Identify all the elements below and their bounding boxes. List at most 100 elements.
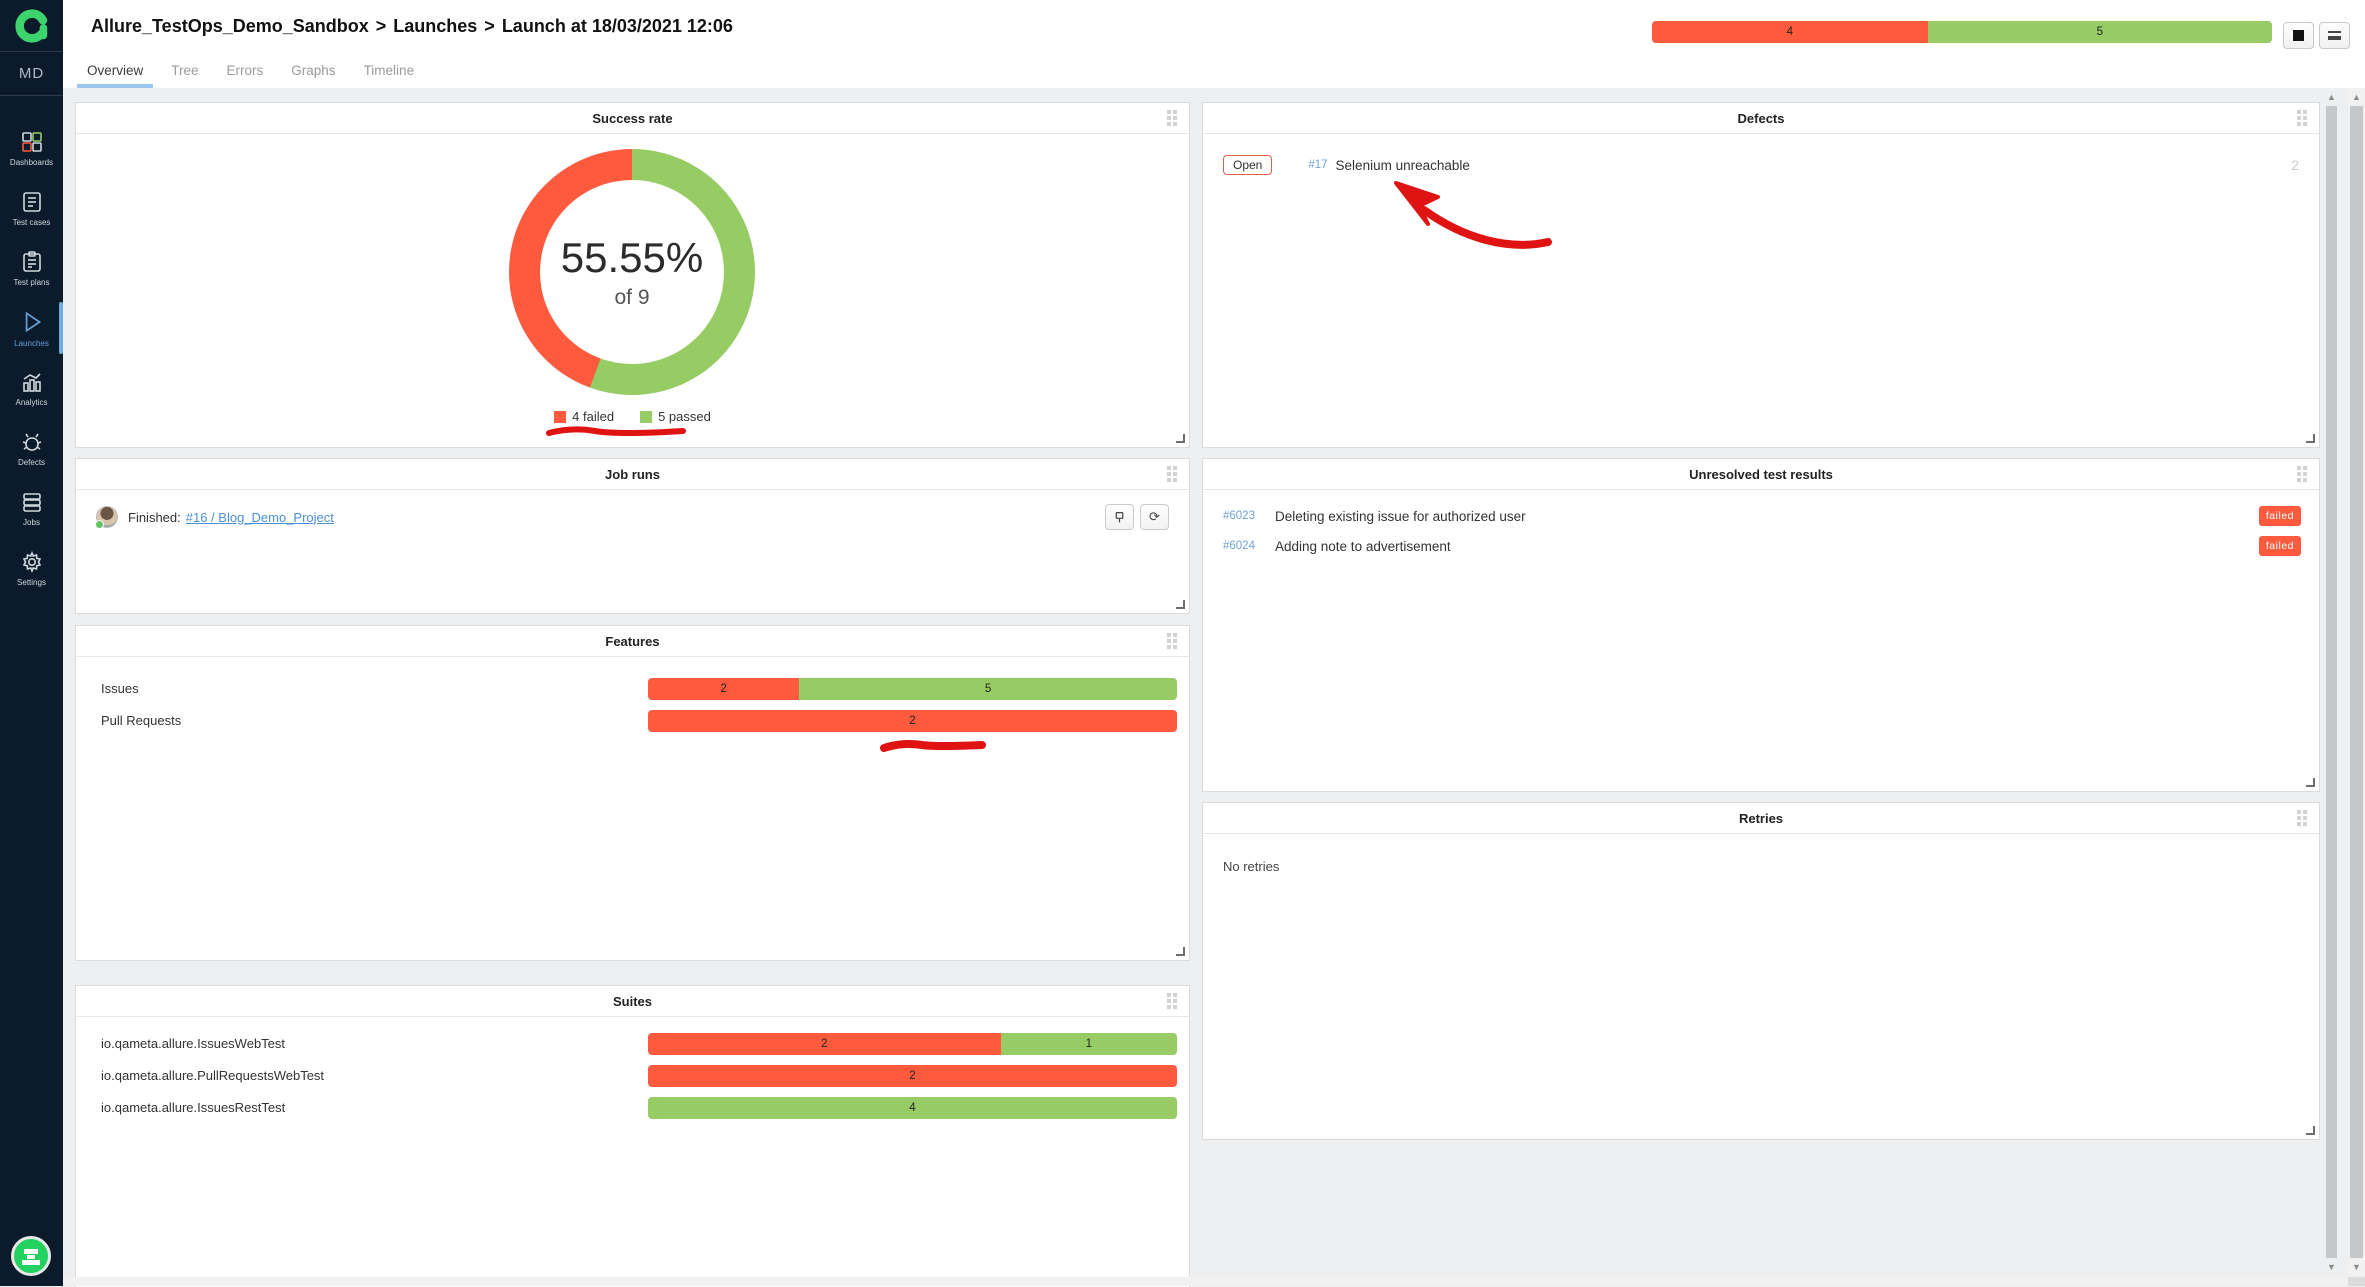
legend-passed[interactable]: 5 passed	[640, 409, 711, 424]
test-result-name[interactable]: Adding note to advertisement	[1275, 538, 1451, 554]
drag-handle-icon[interactable]	[2297, 110, 2307, 126]
bar-segment-failed: 2	[648, 1033, 1001, 1055]
legend-failed[interactable]: 4 failed	[554, 409, 614, 424]
tab-bar: Overview Tree Errors Graphs Timeline	[73, 55, 428, 88]
defects-panel: Defects Open #17 Selenium unreachable 2	[1202, 102, 2320, 448]
breadcrumb-separator: >	[484, 16, 495, 36]
suite-label: io.qameta.allure.PullRequestsWebTest	[101, 1068, 325, 1083]
retries-panel: Retries No retries	[1202, 802, 2320, 1140]
bar-segment-failed: 2	[648, 1065, 1177, 1087]
drag-handle-icon[interactable]	[1167, 633, 1177, 649]
success-total: of 9	[614, 286, 650, 309]
defect-name[interactable]: Selenium unreachable	[1335, 157, 1470, 173]
panel-title: Job runs	[605, 466, 660, 482]
pin-icon	[1115, 511, 1124, 522]
feature-bar-chart[interactable]: 2	[648, 710, 1177, 732]
drag-handle-icon[interactable]	[2297, 466, 2307, 482]
scroll-up-icon[interactable]: ▲	[2352, 92, 2361, 102]
sidebar-item-analytics[interactable]: Analytics	[0, 358, 63, 418]
scroll-up-icon[interactable]: ▲	[2327, 92, 2336, 102]
allure-logo-icon	[14, 8, 49, 43]
suite-bar-chart[interactable]: 2	[648, 1065, 1177, 1087]
drag-handle-icon[interactable]	[1167, 110, 1177, 126]
panel-resize-handle[interactable]	[1176, 947, 1185, 956]
user-avatar[interactable]: MD	[0, 52, 63, 96]
sidebar-item-defects[interactable]: Defects	[0, 418, 63, 478]
failed-status-badge: failed	[2258, 506, 2301, 526]
legend-failed-label: 4 failed	[572, 409, 615, 424]
panel-resize-handle[interactable]	[1176, 434, 1185, 443]
page-horizontal-scrollbar[interactable]	[63, 1277, 2365, 1286]
suite-row: io.qameta.allure.PullRequestsWebTest 2	[76, 1065, 1189, 1087]
test-result-id[interactable]: #6023	[1223, 510, 1255, 522]
test-result-row[interactable]: #6023 Deleting existing issue for author…	[1223, 505, 2301, 527]
suite-bar-chart[interactable]: 4	[648, 1097, 1177, 1119]
allure-logo[interactable]	[0, 0, 63, 52]
launch-menu-button[interactable]	[2319, 22, 2350, 49]
test-cases-icon	[22, 191, 41, 212]
panel-resize-handle[interactable]	[2306, 778, 2315, 787]
suite-label: io.qameta.allure.IssuesRestTest	[101, 1100, 286, 1115]
test-result-id[interactable]: #6024	[1223, 540, 1255, 552]
content-vertical-scrollbar[interactable]: ▲ ▼	[2324, 88, 2339, 1276]
scrollbar-thumb[interactable]	[2326, 106, 2337, 1258]
bar-segment-passed: 5	[799, 678, 1177, 700]
test-result-row[interactable]: #6024 Adding note to advertisement faile…	[1223, 535, 2301, 557]
sidebar-item-dashboards[interactable]: Dashboards	[0, 118, 63, 178]
tab-tree[interactable]: Tree	[171, 63, 199, 78]
scroll-down-icon[interactable]: ▼	[2327, 1262, 2336, 1272]
donut-legend: 4 failed 5 passed	[76, 409, 1189, 424]
sidebar-item-test-cases[interactable]: Test cases	[0, 178, 63, 238]
bar-segment-failed: 2	[648, 678, 800, 700]
job-run-link[interactable]: #16 / Blog_Demo_Project	[185, 509, 334, 525]
sidebar-item-launches[interactable]: Launches	[0, 298, 63, 358]
restart-job-button[interactable]: ⟳	[1140, 504, 1169, 530]
top-bar: Allure_TestOps_Demo_Sandbox > Launches > Lau…	[63, 0, 2365, 88]
test-result-name[interactable]: Deleting existing issue for authorized u…	[1275, 508, 1526, 524]
defects-icon	[22, 433, 41, 451]
bar-segment-failed: 2	[648, 710, 1177, 732]
panel-title: Success rate	[592, 110, 673, 126]
chat-widget-button[interactable]	[11, 1236, 51, 1276]
scroll-down-icon[interactable]: ▼	[2352, 1262, 2361, 1272]
drag-handle-icon[interactable]	[2297, 810, 2307, 826]
scrollbar-thumb[interactable]	[2350, 106, 2363, 1258]
sidebar-item-jobs[interactable]: Jobs	[0, 478, 63, 538]
panel-resize-handle[interactable]	[2306, 1126, 2315, 1135]
breadcrumb-launch-name: Launch at 18/03/2021 12:06	[501, 16, 733, 36]
test-plans-icon	[22, 250, 41, 272]
drag-handle-icon[interactable]	[1167, 466, 1177, 482]
legend-passed-label: 5 passed	[658, 409, 711, 424]
tab-overview[interactable]: Overview	[73, 55, 157, 88]
tab-timeline[interactable]: Timeline	[363, 63, 415, 78]
hamburger-menu-icon	[2328, 31, 2341, 40]
settings-gear-icon	[22, 550, 41, 573]
stop-launch-button[interactable]	[2283, 22, 2314, 49]
sidebar-item-settings[interactable]: Settings	[0, 538, 63, 598]
suite-row: io.qameta.allure.IssuesRestTest 4	[76, 1097, 1189, 1119]
sidebar-item-label: Dashboards	[9, 157, 54, 167]
panel-resize-handle[interactable]	[1176, 600, 1185, 609]
sidebar-item-label: Analytics	[15, 397, 48, 407]
breadcrumb-project[interactable]: Allure_TestOps_Demo_Sandbox	[91, 16, 369, 36]
sidebar-item-label: Settings	[17, 577, 46, 587]
sidebar-item-label: Test cases	[12, 217, 51, 227]
page-vertical-scrollbar[interactable]: ▲ ▼	[2348, 88, 2365, 1276]
failed-swatch-icon	[554, 410, 567, 423]
panel-resize-handle[interactable]	[2306, 434, 2315, 443]
defect-id[interactable]: #17	[1308, 159, 1328, 171]
bar-segment-passed: 5	[1927, 21, 2272, 43]
breadcrumb-launches[interactable]: Launches	[393, 16, 478, 36]
tab-graphs[interactable]: Graphs	[291, 63, 336, 78]
stop-icon	[2293, 30, 2304, 41]
drag-handle-icon[interactable]	[1167, 993, 1177, 1009]
feature-label: Pull Requests	[101, 713, 182, 728]
tab-errors[interactable]: Errors	[226, 63, 264, 78]
sidebar-item-test-plans[interactable]: Test plans	[0, 238, 63, 298]
defect-row[interactable]: Open #17 Selenium unreachable 2	[1223, 153, 2299, 177]
pin-job-button[interactable]	[1105, 504, 1134, 530]
